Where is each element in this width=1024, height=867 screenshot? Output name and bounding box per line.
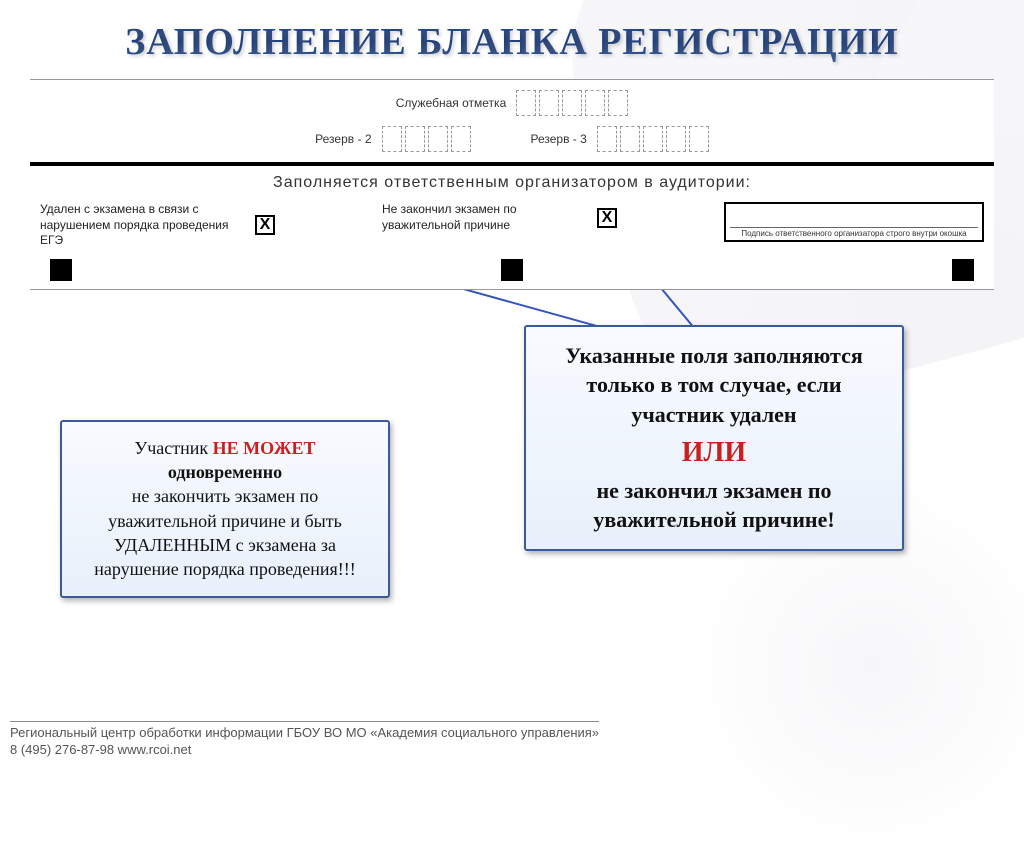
callout-right-or: ИЛИ [544,434,884,472]
organizer-note: Заполняется ответственным организатором … [30,174,994,192]
callout-left-red: НЕ МОЖЕТ [213,438,316,458]
callouts-area: Участник НЕ МОЖЕТ одновременно не законч… [30,290,994,690]
signature-caption: Подпись ответственного организатора стро… [730,227,978,238]
service-mark-boxes [516,90,628,116]
removed-item: Удален с экзамена в связи с нарушением п… [40,202,275,249]
callout-left-line1-pre: Участник [134,438,212,458]
service-mark-row: Служебная отметка [30,90,994,116]
footer: Региональный центр обработки информации … [10,721,599,759]
reserve2-label: Резерв - 2 [315,132,371,146]
footer-org: Региональный центр обработки информации … [10,721,599,742]
callout-left-body: не закончить экзамен по уважительной при… [94,486,355,579]
callout-right-bottom: не закончил экзамен по уважительной прич… [593,478,834,533]
service-mark-label: Служебная отметка [396,96,507,110]
slide-content: ЗАПОЛНЕНИЕ БЛАНКА РЕГИСТРАЦИИ Служебная … [0,0,1024,710]
reserve3-boxes [597,126,709,152]
thick-divider [30,162,994,166]
marker-square [501,259,523,281]
callout-left-line2: одновременно [168,462,282,482]
signature-box: Подпись ответственного организатора стро… [724,202,984,242]
marker-square [50,259,72,281]
removed-label: Удален с экзамена в связи с нарушением п… [40,202,240,249]
callout-warning: Участник НЕ МОЖЕТ одновременно не законч… [60,420,390,598]
footer-contact: 8 (495) 276-87-98 www.rcoi.net [10,742,599,759]
marker-row [30,249,994,289]
marker-square [952,259,974,281]
form-blank: Служебная отметка Резерв - 2 Резерв - 3 … [30,79,994,290]
reserve-row: Резерв - 2 Резерв - 3 [30,126,994,152]
notfinished-checkbox: X [597,208,617,228]
callout-right-top: Указанные поля заполняются только в том … [565,343,863,427]
reserve2-boxes [382,126,471,152]
notfinished-item: Не закончил экзамен по уважительной прич… [382,202,617,233]
removed-checkbox: X [255,215,275,235]
callout-info: Указанные поля заполняются только в том … [524,325,904,551]
checkbox-row: Удален с экзамена в связи с нарушением п… [30,202,994,249]
notfinished-label: Не закончил экзамен по уважительной прич… [382,202,582,233]
page-title: ЗАПОЛНЕНИЕ БЛАНКА РЕГИСТРАЦИИ [30,20,994,64]
reserve3-label: Резерв - 3 [531,132,587,146]
